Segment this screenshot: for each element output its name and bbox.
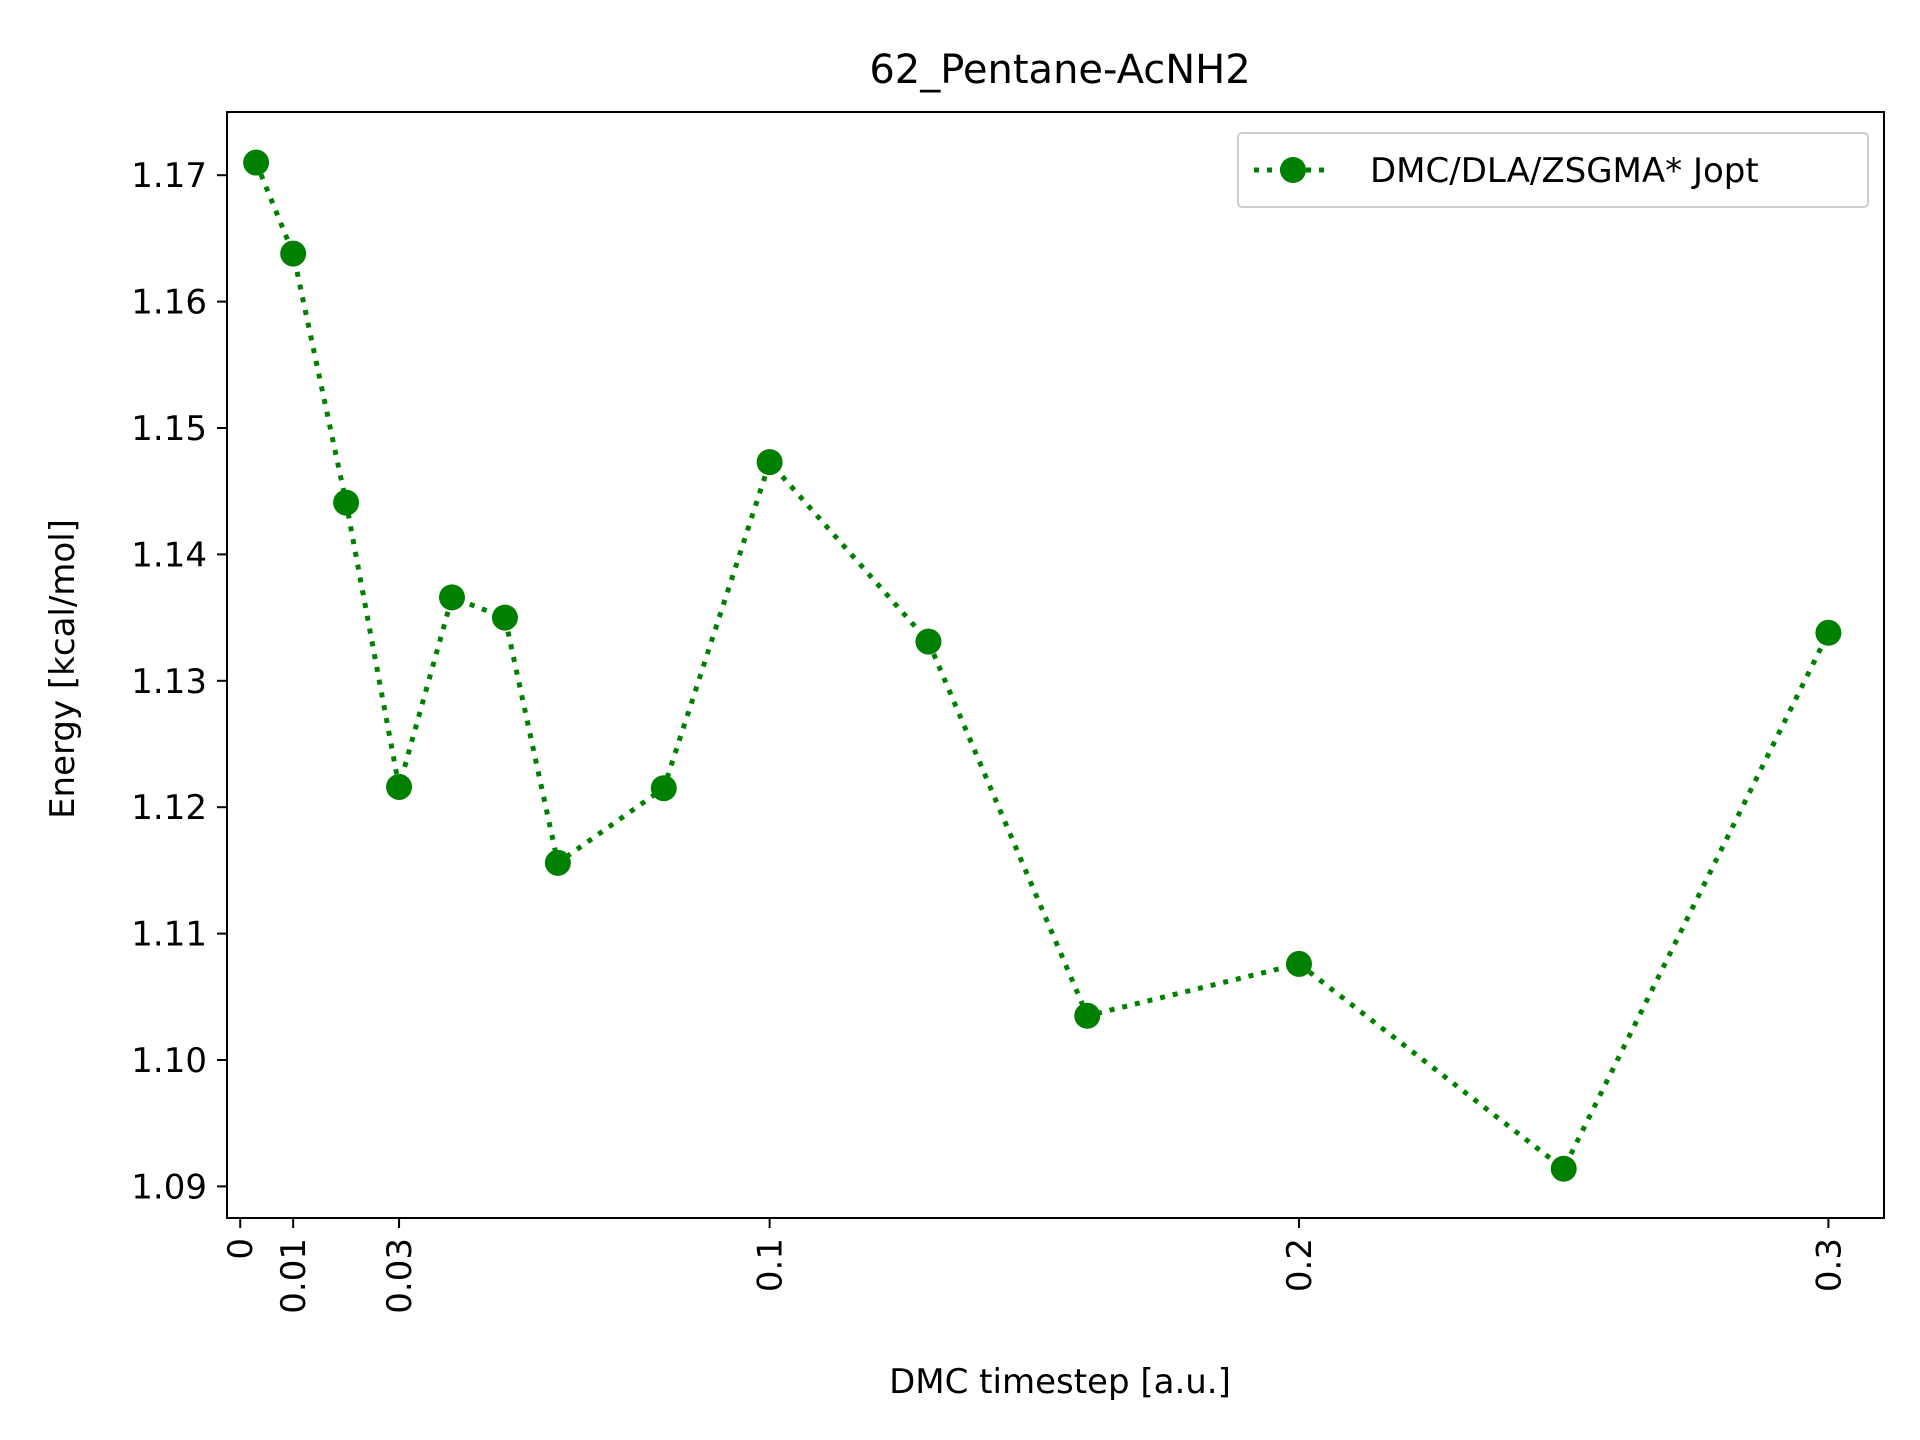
x-tick-label: 0.2 bbox=[1280, 1238, 1320, 1292]
legend-label: DMC/DLA/ZSGMA* Jopt bbox=[1370, 151, 1759, 191]
data-point bbox=[756, 449, 783, 476]
data-point bbox=[1286, 950, 1313, 977]
x-tick-label: 0.1 bbox=[751, 1238, 791, 1292]
x-tick-label: 0.3 bbox=[1809, 1238, 1849, 1292]
y-tick-label: 1.11 bbox=[131, 915, 207, 955]
data-point bbox=[386, 773, 413, 800]
data-point bbox=[1550, 1155, 1577, 1182]
data-point bbox=[438, 584, 465, 611]
y-axis-label: Energy [kcal/mol] bbox=[43, 519, 83, 819]
x-axis: 0 0.01 0.03 0.1 0.2 0.3 bbox=[221, 1218, 1849, 1314]
y-tick-label: 1.17 bbox=[131, 156, 207, 196]
y-tick-label: 1.15 bbox=[131, 409, 207, 449]
data-point bbox=[915, 628, 942, 655]
series-line bbox=[253, 161, 1831, 1173]
y-axis: 1.09 1.10 1.11 1.12 1.13 1.14 1.15 1.16 1.17 bbox=[131, 156, 227, 1207]
x-tick-label: 0.03 bbox=[380, 1238, 420, 1314]
data-point bbox=[1815, 619, 1842, 646]
y-tick-label: 1.09 bbox=[131, 1167, 207, 1207]
y-tick-label: 1.10 bbox=[131, 1041, 207, 1081]
y-tick-label: 1.14 bbox=[131, 535, 207, 575]
data-point bbox=[333, 489, 360, 516]
plot-frame bbox=[226, 111, 1885, 1219]
legend: DMC/DLA/ZSGMA* Jopt bbox=[1237, 132, 1869, 208]
data-point bbox=[280, 240, 307, 267]
legend-marker bbox=[1280, 157, 1306, 183]
x-tick-label: 0 bbox=[221, 1238, 261, 1260]
data-point bbox=[243, 149, 270, 176]
legend-box bbox=[1237, 132, 1869, 208]
data-point bbox=[1074, 1002, 1101, 1029]
data-point bbox=[650, 775, 677, 802]
x-tick-label: 0.01 bbox=[274, 1238, 314, 1314]
y-tick-label: 1.12 bbox=[131, 788, 207, 828]
data-point bbox=[491, 604, 518, 631]
plot-area bbox=[243, 149, 1842, 1182]
y-tick-label: 1.13 bbox=[131, 662, 207, 702]
data-point bbox=[544, 849, 571, 876]
y-tick-label: 1.16 bbox=[131, 283, 207, 323]
x-axis-label: DMC timestep [a.u.] bbox=[889, 1362, 1231, 1402]
chart-title: 62_Pentane-AcNH2 bbox=[869, 47, 1250, 93]
